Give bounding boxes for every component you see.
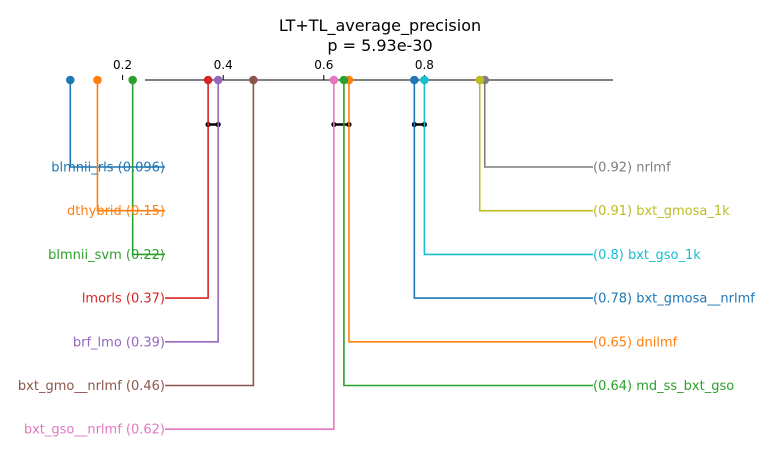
method-label-bxt_gmo__nrlmf: bxt_gmo__nrlmf (0.46) xyxy=(18,379,165,394)
marker-brf_lmo xyxy=(213,75,223,85)
method-markers xyxy=(65,75,490,85)
connector-dthybrid xyxy=(96,80,165,212)
chart-title: LT+TL_average_precision xyxy=(279,16,481,36)
marker-bxt_gso_1k xyxy=(420,75,429,85)
connector-nrlmf xyxy=(483,80,593,168)
connector-blmnii_svm xyxy=(131,80,165,256)
tick-label: 0.6 xyxy=(314,58,333,72)
connector-bxt_gso_1k xyxy=(423,80,593,256)
connector-bxt_gmo__nrlmf xyxy=(165,80,255,387)
connector-blmnii_rls xyxy=(69,80,165,168)
method-label-dnilmf: (0.65) dnilmf xyxy=(593,335,678,350)
connector-bxt_gmosa__nrlmf xyxy=(413,80,593,299)
method-label-dthybrid: dthybrid (0.15) xyxy=(67,204,165,219)
connector-bxt_gmosa_1k xyxy=(478,80,593,212)
tick-label: 0.8 xyxy=(415,58,434,72)
chart-subtitle: p = 5.93e-30 xyxy=(327,36,432,55)
connector-md_ss_bxt_gso xyxy=(343,80,593,387)
method-label-md_ss_bxt_gso: (0.64) md_ss_bxt_gso xyxy=(593,379,734,394)
method-label-bxt_gso_1k: (0.8) bxt_gso_1k xyxy=(593,248,701,263)
method-labels: blmnii_rls (0.096) dthybrid (0.15) blmnii_… xyxy=(18,161,755,438)
marker-bxt_gmosa_1k xyxy=(475,75,485,85)
marker-blmnii_svm xyxy=(128,75,137,85)
marker-bxt_gmo__nrlmf xyxy=(249,75,258,85)
tick-label: 0.2 xyxy=(113,58,132,72)
clique-bars xyxy=(205,121,427,128)
connector-lmorls xyxy=(165,80,209,299)
marker-md_ss_bxt_gso xyxy=(339,75,349,85)
rank-axis: 0.2 0.4 0.6 0.8 xyxy=(113,58,613,81)
method-label-nrlmf: (0.92) nrlmf xyxy=(593,161,671,176)
method-label-lmorls: lmorls (0.37) xyxy=(82,292,165,307)
method-label-brf_lmo: brf_lmo (0.39) xyxy=(73,335,165,350)
connector-brf_lmo xyxy=(165,80,219,343)
method-connectors xyxy=(69,80,593,431)
method-label-bxt_gso__nrlmf: bxt_gso__nrlmf (0.62) xyxy=(24,423,165,438)
tick-label: 0.4 xyxy=(214,58,233,72)
marker-blmnii_rls xyxy=(65,75,75,85)
method-label-bxt_gmosa__nrlmf: (0.78) bxt_gmosa__nrlmf xyxy=(593,292,755,307)
method-label-bxt_gmosa_1k: (0.91) bxt_gmosa_1k xyxy=(593,204,730,219)
marker-bxt_gso__nrlmf xyxy=(329,75,339,85)
connector-bxt_gso__nrlmf xyxy=(165,80,335,431)
marker-dthybrid xyxy=(93,75,102,85)
marker-bxt_gmosa__nrlmf xyxy=(410,75,419,85)
marker-lmorls xyxy=(203,75,213,85)
method-label-blmnii_svm: blmnii_svm (0.22) xyxy=(48,248,165,263)
method-label-blmnii_rls: blmnii_rls (0.096) xyxy=(51,161,165,176)
connector-dnilmf xyxy=(348,80,593,343)
